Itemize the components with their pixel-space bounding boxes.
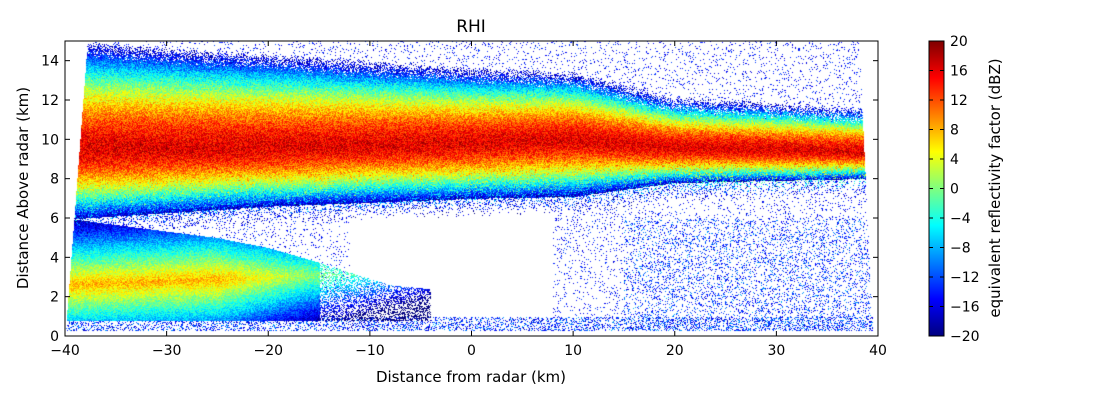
x-axis-title: Distance from radar (km) (376, 368, 566, 386)
colorbar-title: equivalent reflectivity factor (dBZ) (986, 58, 1004, 317)
y-tick-label: 2 (50, 290, 59, 306)
y-tick-label: 12 (41, 93, 59, 109)
x-axis: −40 −30 −20 −10 0 10 20 30 40 (50, 41, 887, 359)
y-axis-title: Distance Above radar (km) (14, 87, 32, 289)
x-tick-label: −30 (152, 343, 182, 359)
y-tick-label: 0 (50, 329, 59, 345)
x-tick-label: 10 (564, 343, 582, 359)
colorbar-tick-label: 16 (950, 64, 968, 80)
colorbar-tick-label: 4 (950, 152, 959, 168)
y-tick-label: 14 (41, 54, 59, 70)
x-tick-label: 40 (869, 343, 887, 359)
x-tick-label: −40 (50, 343, 80, 359)
colorbar-tick-label: −16 (950, 300, 980, 316)
heatmap-image (65, 41, 878, 336)
x-tick-label: −10 (355, 343, 385, 359)
colorbar-tick-label: −20 (950, 329, 980, 345)
x-tick-label: 20 (666, 343, 684, 359)
chart-title: RHI (456, 17, 486, 37)
colorbar-axis: −20 −16 −12 −8 −4 0 4 8 12 16 20 (929, 34, 980, 345)
y-tick-label: 8 (50, 172, 59, 188)
colorbar-tick-label: −12 (950, 270, 980, 286)
colorbar-tick-label: 20 (950, 34, 968, 50)
y-tick-label: 10 (41, 132, 59, 148)
y-axis: 0 2 4 6 8 10 12 14 (41, 54, 878, 345)
reflectivity-heatmap (65, 41, 878, 336)
x-tick-label: 0 (467, 343, 476, 359)
y-tick-label: 4 (50, 250, 59, 266)
colorbar-tick-label: 12 (950, 93, 968, 109)
y-tick-label: 6 (50, 211, 59, 227)
x-tick-label: −20 (253, 343, 283, 359)
colorbar-tick-label: −4 (950, 211, 971, 227)
colorbar-tick-label: −8 (950, 241, 971, 257)
colorbar-tick-label: 0 (950, 182, 959, 198)
x-tick-label: 30 (767, 343, 785, 359)
colorbar-tick-label: 8 (950, 123, 959, 139)
